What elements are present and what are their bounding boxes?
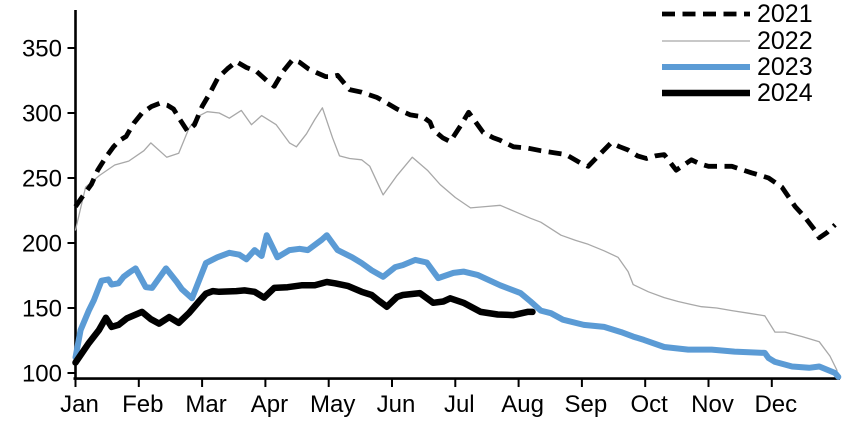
x-tick-label: Oct xyxy=(631,391,669,418)
chart-legend: 2021 2022 2023 2024 xyxy=(660,1,813,107)
legend-line-sample-2023 xyxy=(660,54,752,80)
legend-item-2023: 2023 xyxy=(660,54,813,80)
x-tick-label: Mar xyxy=(185,391,226,418)
y-tick-label: 350 xyxy=(22,36,62,63)
legend-label-2024: 2024 xyxy=(757,79,813,108)
x-tick-label: Apr xyxy=(251,391,288,418)
x-tick-label: Jul xyxy=(444,391,475,418)
x-tick-label: Dec xyxy=(754,391,797,418)
series-line-2021 xyxy=(73,57,837,241)
legend-line-sample-2021 xyxy=(660,1,752,27)
y-tick-label: 300 xyxy=(22,101,62,128)
legend-label-2023: 2023 xyxy=(757,52,813,81)
series-line-2022 xyxy=(74,107,838,372)
x-tick-label: Jan xyxy=(60,391,99,418)
x-tick-label: Aug xyxy=(501,391,544,418)
legend-label-2022: 2022 xyxy=(757,26,813,55)
y-tick-label: 100 xyxy=(22,361,62,388)
legend-line-sample-2024 xyxy=(660,80,752,106)
x-tick-label: Feb xyxy=(122,391,163,418)
y-tick-label: 250 xyxy=(22,166,62,193)
x-tick-label: May xyxy=(310,391,355,418)
legend-item-2022: 2022 xyxy=(660,26,813,55)
legend-line-sample-2022 xyxy=(660,28,752,54)
legend-item-2024: 2024 xyxy=(660,80,813,106)
y-tick-label: 200 xyxy=(22,231,62,258)
legend-item-2021: 2021 xyxy=(660,1,813,27)
x-tick-label: Sep xyxy=(565,391,608,418)
x-tick-label: Jun xyxy=(377,391,416,418)
legend-label-2021: 2021 xyxy=(757,0,813,29)
x-tick-label: Nov xyxy=(691,391,734,418)
series-line-2023 xyxy=(72,232,842,380)
series-line-2024 xyxy=(72,278,536,366)
y-tick-label: 150 xyxy=(22,296,62,323)
